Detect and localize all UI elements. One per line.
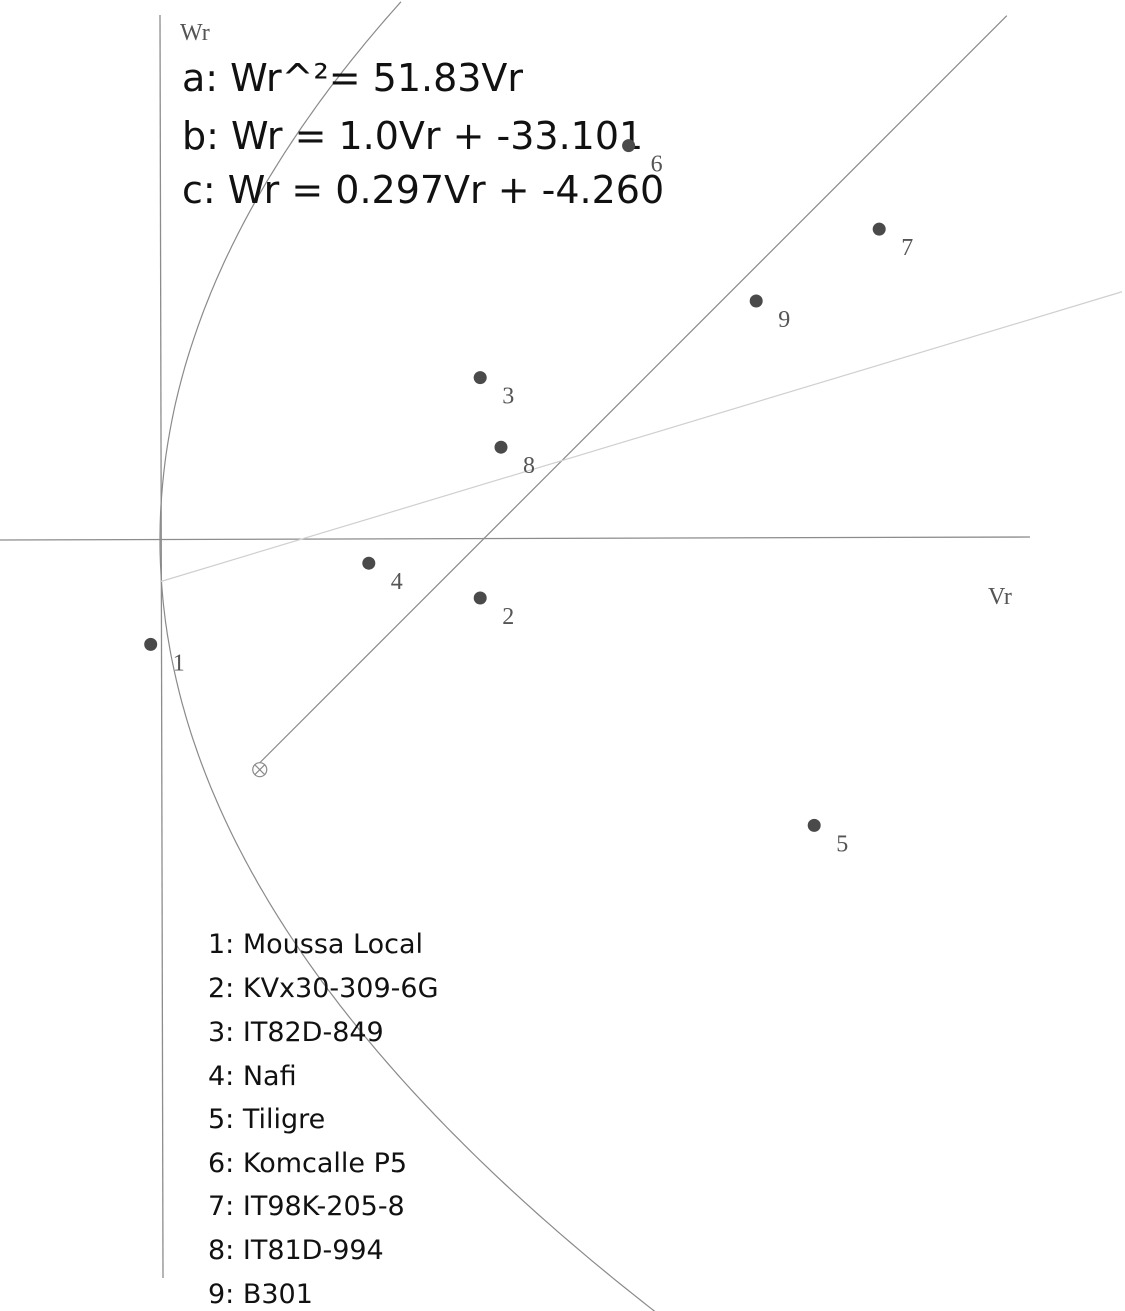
data-point-label-4: 4: [391, 569, 403, 595]
legend-item: 6: Komcalle P5: [208, 1148, 407, 1179]
legend-item: 1: Moussa Local: [208, 929, 423, 960]
data-point-2: [473, 591, 487, 605]
vr-axis-title: Vr: [988, 584, 1012, 610]
data-point-3: [473, 371, 487, 385]
data-point-label-3: 3: [502, 384, 514, 410]
parabola-curve-a: [159, 1, 656, 1311]
data-point-1: [144, 637, 158, 651]
legend: 1: Moussa Local 2: KVx30-309-6G 3: IT82D…: [208, 929, 439, 1310]
data-point-7: [872, 222, 886, 236]
data-point-label-9: 9: [778, 307, 790, 333]
legend-item: 8: IT81D-994: [208, 1235, 384, 1266]
data-points: 1 2 3 4 5 6 7 8 9: [144, 139, 913, 857]
wr-axis-title: Wr: [180, 20, 210, 46]
data-point-label-8: 8: [523, 453, 535, 479]
data-point-8: [494, 440, 508, 454]
data-point-9: [749, 294, 763, 308]
data-point-4: [362, 556, 376, 570]
equation-b: b: Wr = 1.0Vr + -33.101: [182, 114, 643, 158]
equation-a: a: Wr^²= 51.83Vr: [182, 56, 523, 100]
data-point-label-5: 5: [836, 831, 848, 857]
data-point-6: [622, 139, 636, 153]
data-point-label-2: 2: [502, 604, 514, 630]
legend-item: 3: IT82D-849: [208, 1017, 384, 1048]
legend-item: 2: KVx30-309-6G: [208, 973, 439, 1004]
tangent-marker-cross: [254, 764, 266, 776]
equation-c: c: Wr = 0.297Vr + -4.260: [182, 168, 664, 212]
data-point-label-6: 6: [651, 152, 663, 178]
legend-item: 4: Nafi: [208, 1061, 297, 1092]
data-point-5: [807, 818, 821, 832]
wr-axis: [159, 14, 164, 1279]
vr-axis: [0, 536, 1031, 541]
legend-item: 5: Tiligre: [208, 1104, 325, 1135]
data-point-label-1: 1: [173, 650, 185, 676]
regression-line-c: [159, 291, 1123, 583]
data-point-label-7: 7: [901, 235, 913, 261]
legend-item: 9: B301: [208, 1279, 313, 1310]
tangent-point-marker: [252, 762, 268, 778]
legend-item: 7: IT98K-205-8: [208, 1191, 405, 1222]
regression-line-b: [259, 15, 1008, 764]
